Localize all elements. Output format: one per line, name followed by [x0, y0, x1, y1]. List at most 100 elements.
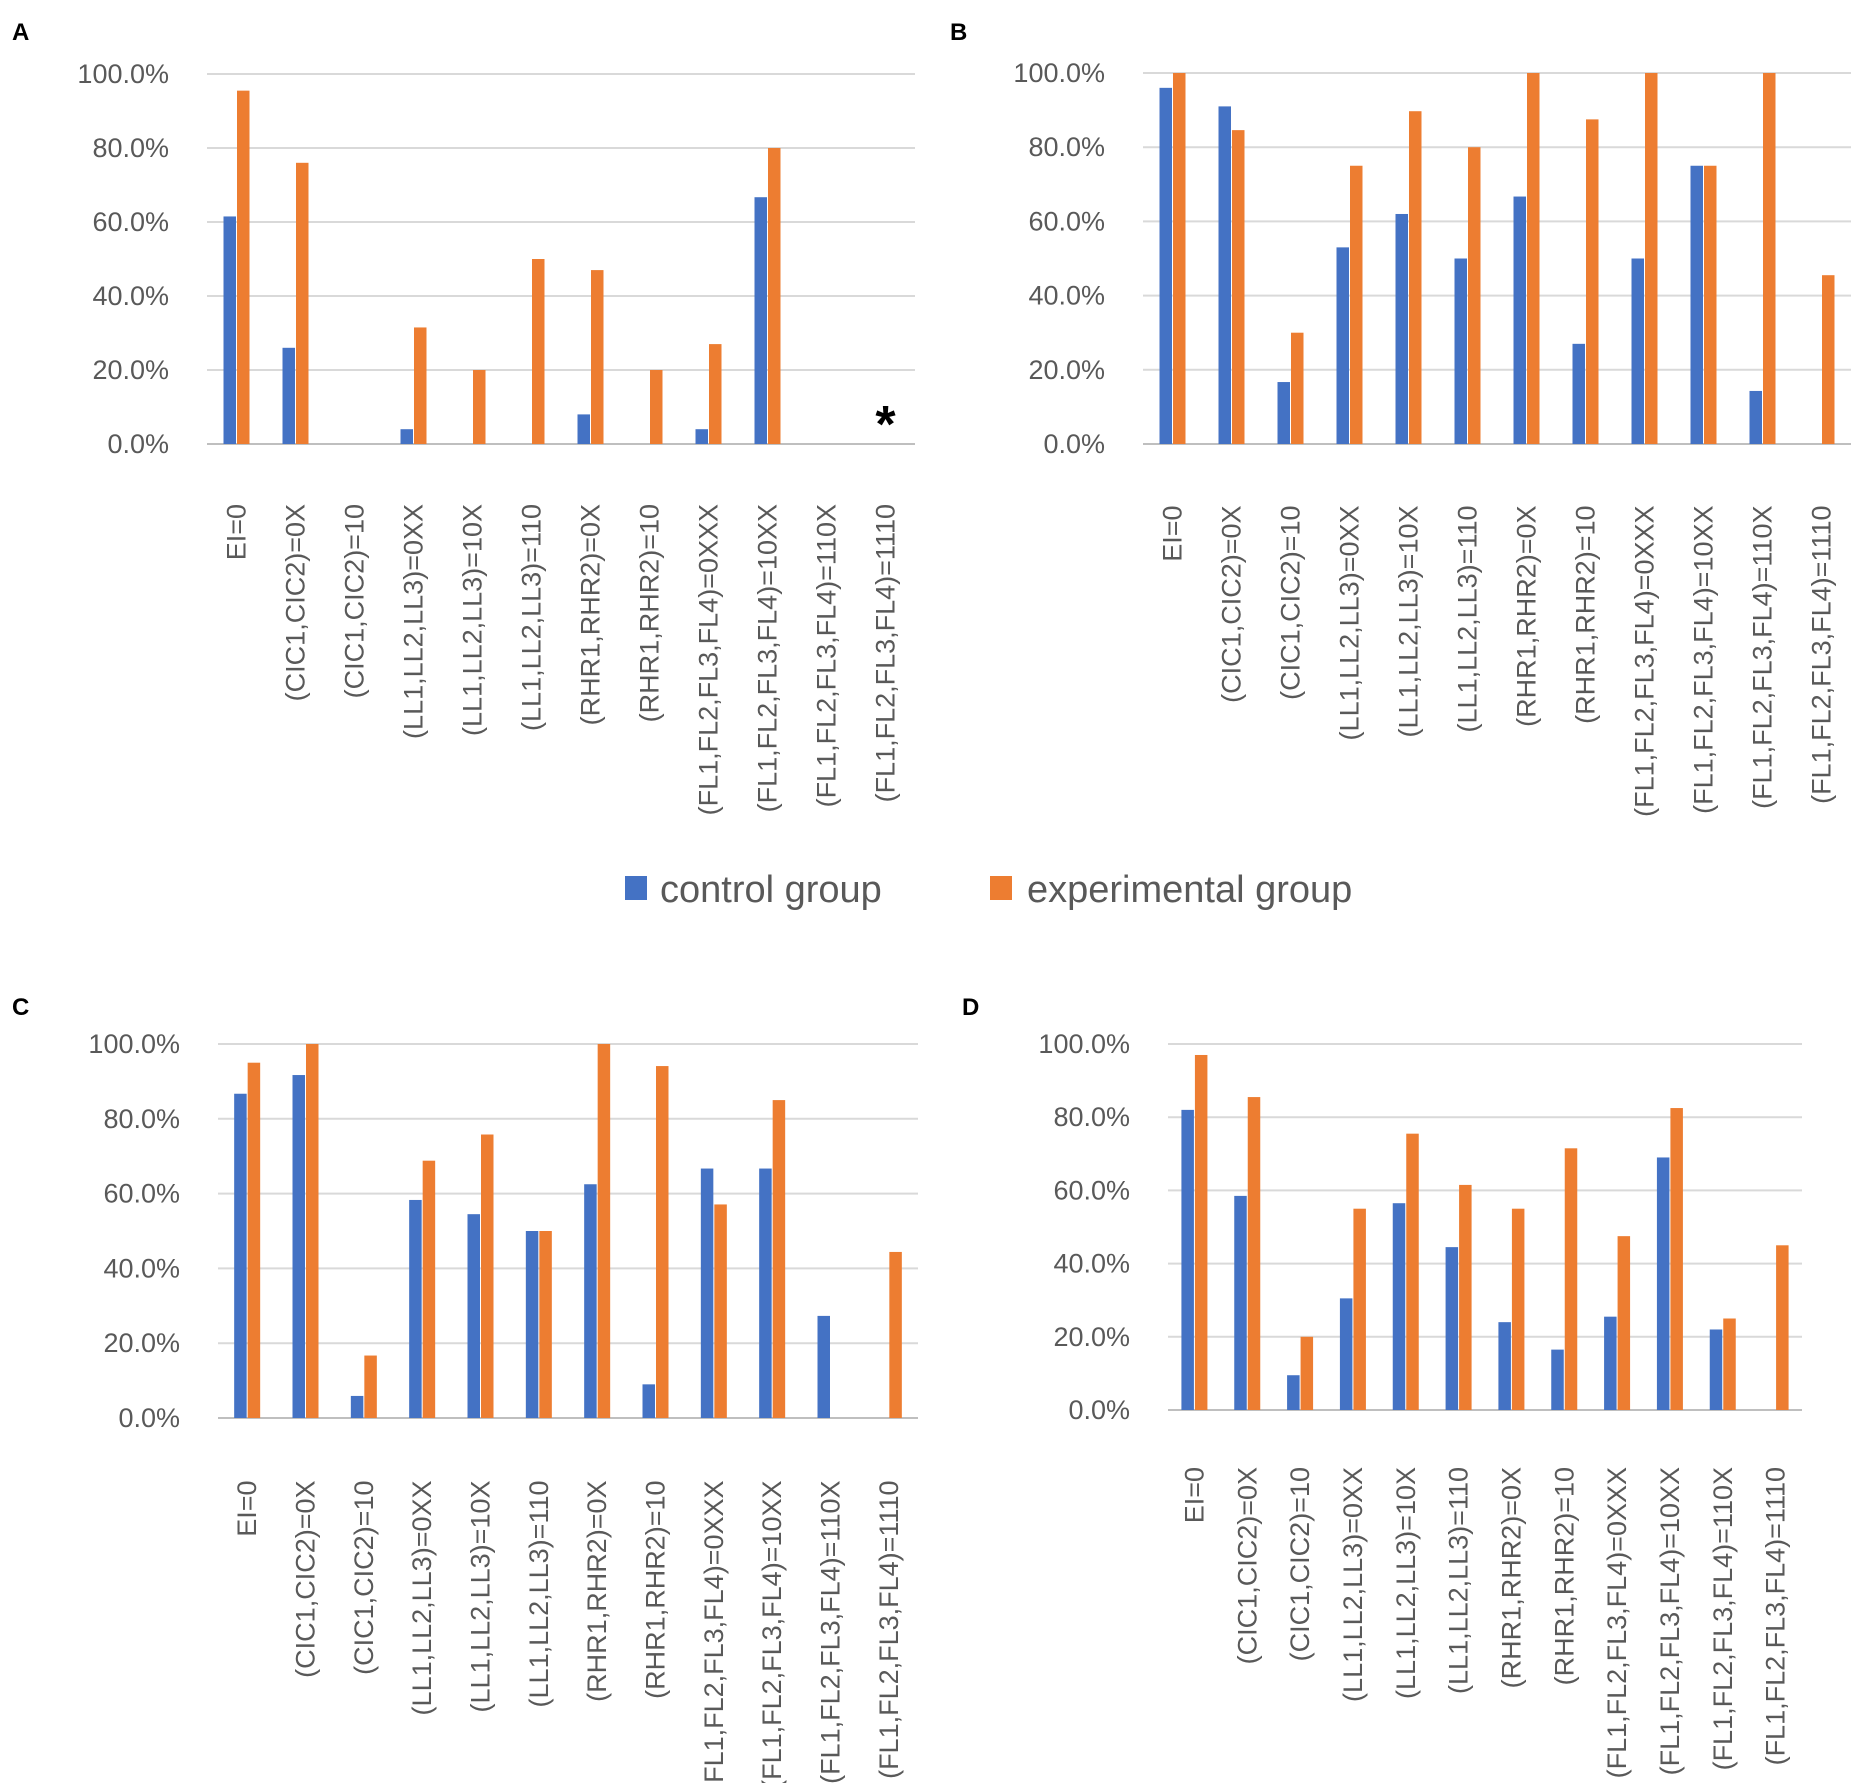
panel-b-bar-control [1218, 106, 1231, 444]
panel-c-bar-control [642, 1384, 655, 1418]
panel-b-xtick: (LL1,LL2,LL3)=10X [1394, 506, 1424, 738]
panel-a-bar-experimental [296, 162, 309, 445]
panel-c-ytick: 100.0% [88, 1029, 180, 1059]
panel-b-xtick: (FL1,FL2,FL3,FL4)=10XX [1689, 506, 1719, 814]
panel-c-ytick: 20.0% [103, 1328, 180, 1358]
panel-b-ytick: 20.0% [1028, 355, 1105, 385]
panel-a-xtick: (RHR1,RHR2)=0X [576, 504, 606, 725]
panel-d-bar-experimental [1300, 1336, 1314, 1410]
panel-b-label: B [950, 19, 967, 46]
panel-c-bar-control [584, 1184, 597, 1418]
panel-c-bar-experimental [656, 1066, 669, 1418]
panel-d-bar-experimental [1459, 1184, 1472, 1410]
panel-d-label: D [962, 994, 979, 1021]
panel-c-xtick: (RHR1,RHR2)=0X [582, 1481, 612, 1702]
panel-d-bar-experimental [1353, 1208, 1366, 1410]
legend-swatch-control [625, 876, 647, 900]
panel-c-bar-control [350, 1395, 364, 1418]
panel-a: A 0.0% 20.0% 40.0% 60.0% 80.0% 100.0% EI=0 (CIC1… [12, 19, 915, 815]
panel-d-bar-control [1709, 1329, 1723, 1410]
panel-a-bar-experimental [591, 270, 604, 444]
panel-c-bar-control [525, 1231, 539, 1418]
panel-c-bar-control [700, 1168, 714, 1418]
panel-b-bar-experimental [1704, 165, 1717, 444]
panel-c-xtick: (LL1,LL2,LL3)=110 [524, 1481, 554, 1708]
panel-d-ytick: 40.0% [1053, 1249, 1130, 1279]
panel-d-ytick: 60.0% [1053, 1175, 1130, 1205]
panel-b-bar-experimental [1645, 73, 1658, 444]
panel-a-xtick: EI=0 [222, 504, 252, 560]
panel-b-ytick: 0.0% [1043, 429, 1105, 459]
panel-b-ytick: 100.0% [1013, 58, 1105, 88]
panel-c-xtick: (CIC1,CIC2)=0X [291, 1481, 321, 1678]
panel-c-bar-experimental [597, 1044, 611, 1418]
panel-a-bar-experimental [768, 148, 781, 444]
panel-b-xtick: (LL1,LL2,LL3)=110 [1453, 506, 1483, 733]
panel-d-bar-experimental [1564, 1148, 1578, 1410]
panel-b-bar-control [1749, 390, 1762, 444]
panel-a-bar-control [282, 347, 295, 444]
panel-d-bar-control [1181, 1109, 1194, 1410]
panel-d-bar-experimental [1247, 1097, 1261, 1410]
panel-c-bar-experimental [539, 1231, 552, 1418]
panel-a-annotation: * [875, 396, 896, 454]
panel-c-xtick: (FL1,FL2,FL3,FL4)=1110 [874, 1481, 904, 1779]
panel-b-xtick: (RHR1,RHR2)=0X [1512, 506, 1542, 727]
panel-d-xtick: EI=0 [1179, 1467, 1209, 1523]
panel-b-bar-experimental [1173, 73, 1186, 444]
panel-c-bar-control [409, 1199, 422, 1418]
panel-a-bar-control [754, 197, 767, 444]
panel-d-xtick: (LL1,LL2,LL3)=10X [1391, 1467, 1421, 1699]
panel-a-xtick: (LL1,LL2,LL3)=110 [517, 504, 547, 731]
panel-a-bar-experimental [532, 259, 545, 444]
legend-swatch-experimental [990, 876, 1012, 900]
legend-label-control: control group [660, 869, 882, 911]
panel-b-bar-experimental [1586, 119, 1599, 444]
panel-c-bar-control [292, 1075, 305, 1418]
panel-b-bar-control [1159, 87, 1172, 444]
panel-b-bar-experimental [1291, 332, 1304, 444]
panel-d-xtick: (LL1,LL2,LL3)=110 [1444, 1467, 1474, 1694]
panel-a-xtick: (FL1,FL2,FL3,FL4)=10XX [753, 504, 783, 812]
panel-b-xtick: (CIC1,CIC2)=0X [1217, 506, 1247, 703]
panel-c-bar-experimental [247, 1062, 261, 1418]
panel-b-bar-experimental [1822, 275, 1835, 444]
panel-b-ytick: 80.0% [1028, 132, 1105, 162]
panel-b-bar-control [1336, 247, 1349, 444]
panel-c-bar-experimental [306, 1044, 319, 1418]
panel-c-bar-control [234, 1093, 247, 1418]
panel-b-xtick: (FL1,FL2,FL3,FL4)=0XXX [1630, 506, 1660, 817]
panel-d-bar-control [1604, 1316, 1617, 1410]
panel-b: B 0.0% 20.0% 40.0% 60.0% 80.0% 100.0% EI=0 (CIC1… [950, 19, 1851, 817]
panel-d-xtick: (FL1,FL2,FL3,FL4)=1110 [1761, 1467, 1791, 1765]
panel-d-bar-control [1656, 1157, 1670, 1410]
panel-a-label: A [12, 19, 29, 46]
panel-d-bar-experimental [1670, 1108, 1683, 1410]
panel-d-bar-experimental [1406, 1133, 1419, 1410]
panel-b-bar-control [1690, 165, 1703, 444]
panel-a-ytick: 100.0% [77, 59, 169, 89]
panel-c-xtick: EI=0 [232, 1481, 262, 1537]
panel-c-bar-experimental [772, 1100, 786, 1418]
panel-d-bar-experimental [1194, 1054, 1208, 1410]
panel-c-bar-control [467, 1214, 480, 1418]
panel-d-bar-experimental [1723, 1318, 1736, 1410]
panel-c-label: C [12, 994, 29, 1021]
panel-d-bar-control [1287, 1375, 1300, 1410]
panel-b-bar-control [1454, 258, 1467, 444]
panel-d-bar-control [1392, 1203, 1406, 1410]
panel-b-bar-control [1572, 343, 1585, 444]
panel-a-xtick: (FL1,FL2,FL3,FL4)=0XXX [694, 504, 724, 815]
panel-b-bar-experimental [1232, 130, 1245, 444]
panel-d: D 0.0% 20.0% 40.0% 60.0% 80.0% 100.0% EI=0 (CIC1… [962, 994, 1802, 1778]
panel-d-ytick: 20.0% [1053, 1322, 1130, 1352]
legend: control group experimental group [625, 869, 1352, 911]
panel-d-bar-control [1234, 1195, 1247, 1410]
panel-a-ytick: 60.0% [92, 207, 169, 237]
panel-c-xtick: (CIC1,CIC2)=10 [349, 1481, 379, 1675]
panel-a-xtick: (LL1,LL2,LL3)=10X [458, 504, 488, 736]
panel-c-bar-control [817, 1315, 830, 1418]
panel-d-ytick: 80.0% [1053, 1102, 1130, 1132]
panel-c-xtick: (LL1,LL2,LL3)=0XX [407, 1481, 437, 1716]
panel-d-xtick: (RHR1,RHR2)=10 [1549, 1467, 1579, 1685]
